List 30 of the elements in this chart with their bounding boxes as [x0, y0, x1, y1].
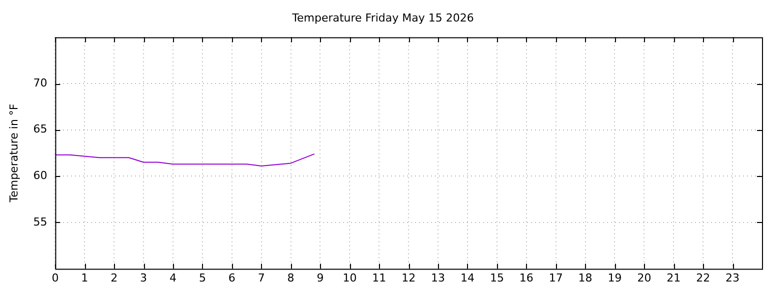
- x-tick-label: 1: [81, 271, 88, 284]
- x-tick-label: 20: [637, 271, 652, 284]
- y-tick-label: 60: [33, 169, 48, 182]
- x-tick-label: 19: [608, 271, 622, 284]
- x-tick-label: 22: [696, 271, 710, 284]
- x-tick-label: 7: [258, 271, 265, 284]
- x-tick-label: 12: [402, 271, 416, 284]
- y-axis-title: Temperature in °F: [7, 104, 20, 204]
- x-tick-label: 9: [316, 271, 324, 284]
- x-tick-label: 10: [342, 271, 357, 284]
- x-tick-label: 4: [170, 271, 176, 284]
- y-tick-label: 55: [33, 215, 48, 228]
- x-tick-label: 5: [198, 271, 206, 284]
- x-tick-label: 16: [519, 271, 534, 284]
- x-tick-label: 11: [372, 271, 386, 284]
- x-tick-label: 18: [578, 271, 592, 284]
- x-tick-label: 3: [140, 271, 148, 284]
- y-tick-label: 70: [33, 76, 48, 90]
- x-tick-label: 17: [548, 271, 563, 284]
- x-tick-label: 23: [726, 271, 740, 284]
- x-tick-label: 14: [460, 271, 474, 284]
- x-tick-label: 13: [431, 271, 446, 284]
- x-tick-label: 2: [110, 271, 118, 284]
- chart-title: Temperature Friday May 15 2026: [291, 11, 474, 24]
- y-tick-label: 65: [33, 122, 48, 136]
- x-tick-label: 8: [287, 271, 294, 284]
- x-tick-label: 15: [490, 271, 504, 284]
- x-tick-label: 21: [666, 271, 681, 284]
- x-tick-label: 0: [52, 271, 59, 284]
- x-tick-label: 6: [228, 271, 236, 284]
